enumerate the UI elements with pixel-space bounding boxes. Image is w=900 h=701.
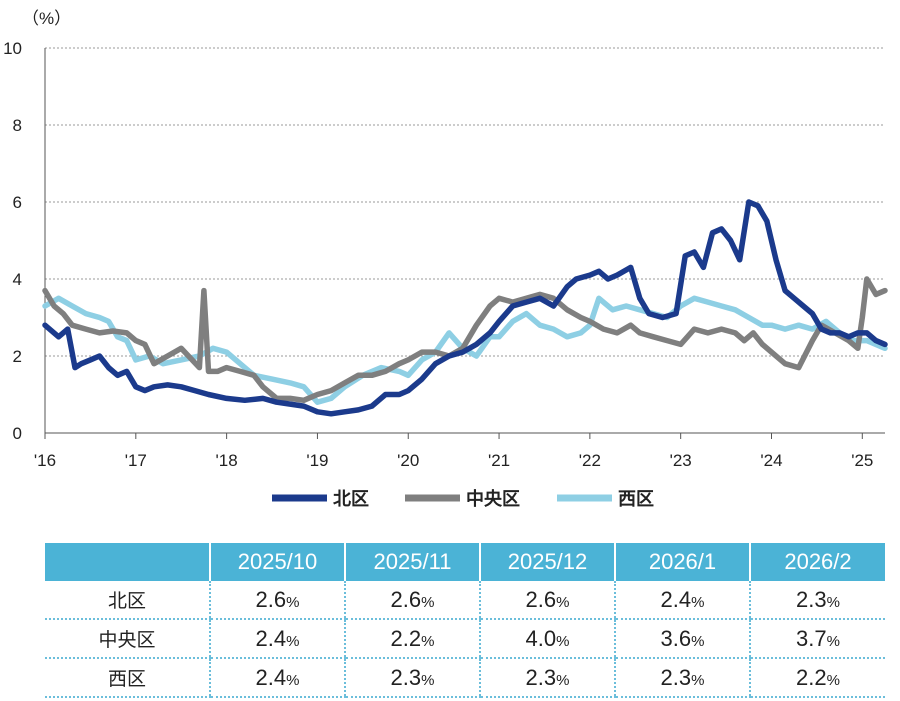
y-tick-label: 6 (13, 193, 22, 212)
cell-unit: % (691, 593, 705, 611)
y-tick-label: 8 (13, 116, 22, 135)
legend-label: 中央区 (466, 488, 520, 510)
cell-unit: % (826, 593, 840, 611)
legend-label: 北区 (333, 489, 369, 510)
x-tick-label: '20 (397, 451, 419, 470)
x-tick-label: '18 (216, 451, 238, 470)
table-row: 北区 2.6% 2.6% 2.6% 2.4% 2.3% (45, 581, 885, 620)
y-tick-label: 2 (13, 347, 22, 366)
cell-unit: % (826, 671, 840, 689)
series-line-3 (42, 295, 888, 405)
table-cell: 2.2% (749, 658, 885, 698)
cell-unit: % (421, 671, 435, 689)
x-tick-label: '17 (125, 451, 147, 470)
table-cell: 2.3% (749, 581, 885, 620)
cell-value: 2.6 (390, 586, 422, 612)
table-cell: 3.7% (749, 619, 885, 659)
table-header-cell: 2026/1 (614, 543, 750, 581)
cell-value: 3.6 (660, 625, 692, 651)
cell-unit: % (286, 593, 300, 611)
y-unit-label: （%） (22, 9, 71, 28)
x-tick-label: '19 (306, 451, 328, 470)
table-cell: 2.2% (344, 619, 480, 659)
cell-value: 2.4 (255, 664, 287, 690)
row-label: 中央区 (45, 619, 210, 659)
table-row: 中央区 2.4% 2.2% 4.0% 3.6% 3.7% (45, 619, 885, 659)
cell-unit: % (691, 671, 705, 689)
cell-unit: % (691, 632, 705, 650)
x-tick-label: '23 (670, 451, 692, 470)
cell-value: 2.3 (796, 586, 827, 612)
table-header-row: 2025/10 2025/11 2025/12 2026/1 2026/2 (45, 543, 885, 581)
cell-value: 2.3 (525, 664, 557, 690)
table-header-cell: 2025/10 (209, 543, 345, 581)
table-body: 北区 2.6% 2.6% 2.6% 2.4% 2.3% 中央区 2.4% 2.2% 4.0% 3.6… (45, 581, 885, 698)
table-header-cell: 2026/2 (749, 543, 885, 581)
x-tick-label: '22 (579, 451, 601, 470)
cell-unit: % (556, 593, 570, 611)
table-row: 西区 2.4% 2.3% 2.3% 2.3% 2.2% (45, 658, 885, 698)
x-tick-label: '21 (488, 451, 510, 470)
table-cell: 3.6% (614, 619, 750, 659)
x-tick-label: '16 (34, 451, 56, 470)
cell-unit: % (556, 671, 570, 689)
table-header-cell: 2025/12 (479, 543, 615, 581)
x-tick-label: '25 (851, 451, 873, 470)
x-tick-label: '24 (760, 451, 782, 470)
cell-value: 2.2 (390, 625, 422, 651)
series-lines (42, 199, 888, 417)
cell-value: 2.6 (255, 586, 287, 612)
y-axis: 0 2 4 6 8 10 (3, 39, 46, 443)
cell-value: 3.7 (796, 625, 827, 651)
legend-label: 西区 (618, 489, 654, 510)
cell-unit: % (286, 632, 300, 650)
table-header-cell (45, 543, 210, 581)
table-cell: 2.4% (209, 658, 345, 698)
legend: 北区 中央区 西区 (272, 488, 654, 510)
row-label: 西区 (45, 658, 210, 698)
row-label: 北区 (45, 581, 210, 620)
table-cell: 2.3% (344, 658, 480, 698)
table-cell: 2.6% (479, 581, 615, 620)
cell-unit: % (286, 671, 300, 689)
y-tick-label: 10 (3, 39, 22, 58)
cell-unit: % (421, 593, 435, 611)
series-line-2 (42, 276, 888, 404)
table-cell: 2.4% (614, 581, 750, 620)
table-cell: 4.0% (479, 619, 615, 659)
table-cell: 2.6% (344, 581, 480, 620)
table-cell: 2.6% (209, 581, 345, 620)
cell-value: 2.6 (525, 586, 557, 612)
y-tick-label: 0 (13, 424, 22, 443)
cell-unit: % (556, 632, 570, 650)
series-line-1 (42, 199, 888, 417)
cell-value: 2.3 (660, 664, 692, 690)
cell-value: 2.3 (390, 664, 422, 690)
table-header-cell: 2025/11 (344, 543, 480, 581)
y-tick-label: 4 (13, 270, 22, 289)
cell-value: 2.4 (660, 586, 692, 612)
x-axis: '16 '17 '18 '19 '20 '21 '22 '23 '24 '25 (34, 432, 885, 470)
table-cell: 2.3% (614, 658, 750, 698)
grid (45, 47, 885, 357)
cell-unit: % (421, 632, 435, 650)
data-table: 2025/10 2025/11 2025/12 2026/1 2026/2 北区 2.6%… (45, 543, 885, 698)
cell-value: 2.4 (255, 625, 287, 651)
cell-unit: % (826, 632, 840, 650)
cell-value: 2.2 (796, 664, 827, 690)
table-cell: 2.4% (209, 619, 345, 659)
table-cell: 2.3% (479, 658, 615, 698)
cell-value: 4.0 (525, 625, 557, 651)
